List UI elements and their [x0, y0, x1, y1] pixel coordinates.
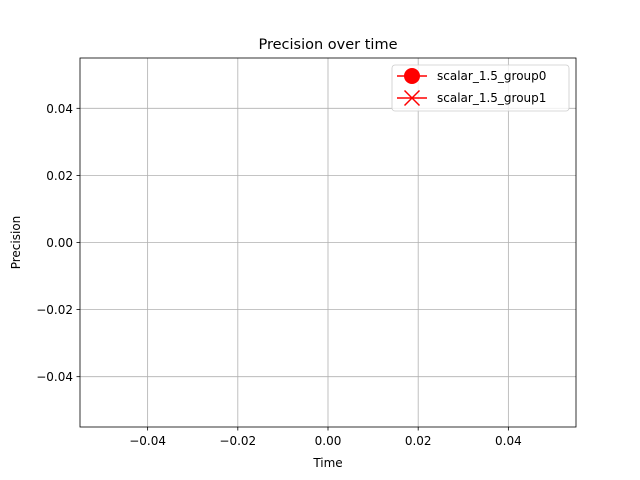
x-tick-label: 0.04 [495, 434, 522, 448]
legend[interactable]: scalar_1.5_group0 scalar_1.5_group1 [391, 64, 570, 112]
y-tick-label: 0.04 [46, 102, 73, 116]
x-axis-label: Time [312, 456, 342, 470]
y-axis-label: Precision [9, 216, 23, 270]
x-tick-label: −0.02 [219, 434, 256, 448]
x-marker-icon [403, 89, 421, 107]
y-tick-label: −0.04 [36, 370, 73, 384]
x-tick-label: −0.04 [129, 434, 166, 448]
legend-label-group1: scalar_1.5_group1 [437, 91, 546, 105]
y-axis: −0.04 −0.02 0.00 0.02 0.04 [36, 102, 80, 384]
legend-label-group0: scalar_1.5_group0 [437, 69, 546, 83]
x-tick-label: 0.02 [405, 434, 432, 448]
x-tick-label: 0.00 [315, 434, 342, 448]
chart-title: Precision over time [258, 37, 397, 53]
y-tick-label: 0.02 [46, 169, 73, 183]
legend-box [391, 64, 570, 112]
circle-marker-icon [404, 68, 420, 84]
y-tick-label: −0.02 [36, 303, 73, 317]
x-axis: −0.04 −0.02 0.00 0.02 0.04 [129, 427, 522, 448]
y-tick-label: 0.00 [46, 236, 73, 250]
legend-entry-group0[interactable]: scalar_1.5_group0 [397, 68, 546, 84]
legend-entry-group1[interactable]: scalar_1.5_group1 [397, 89, 546, 107]
